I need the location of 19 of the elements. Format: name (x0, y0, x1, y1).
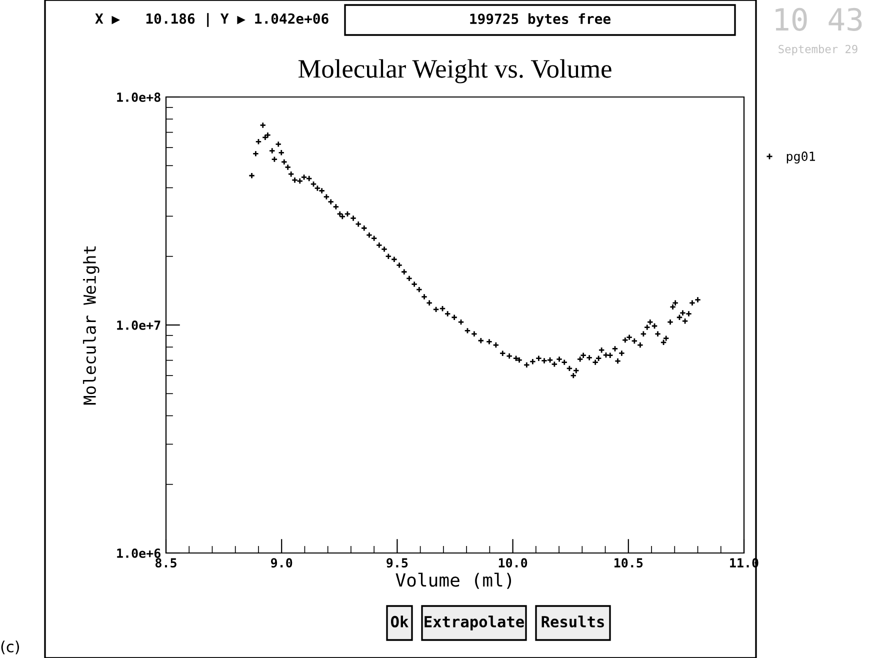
text: September 29 (778, 44, 858, 56)
x-axis-title: Volume (ml) (396, 572, 512, 589)
y-axis-title: Molecular Weight (82, 246, 100, 405)
x-tick-label: 10.0 (498, 558, 528, 568)
text: Ok (390, 616, 408, 628)
text: Results (542, 616, 604, 628)
text: X ▶ 10.186 | Y ▶ 1.042e+06 (95, 13, 328, 27)
y-tick-label: 1.0e+8 (117, 92, 160, 102)
x-tick-label: 9.0 (270, 558, 292, 568)
legend-label: pg01 (786, 152, 816, 164)
text: Extrapolate (424, 616, 524, 630)
x-tick-label: 8.5 (156, 558, 176, 568)
x-tick-label: 10.5 (614, 558, 643, 568)
chart-title: Molecular Weight vs. Volume (298, 59, 612, 84)
y-tick-label: 1.0e+6 (117, 548, 160, 558)
x-tick-label: 9.5 (386, 558, 408, 568)
text: 199725 bytes free (470, 13, 611, 27)
y-tick-label: 1.0e+7 (117, 320, 160, 330)
text: (c) (1, 640, 20, 654)
